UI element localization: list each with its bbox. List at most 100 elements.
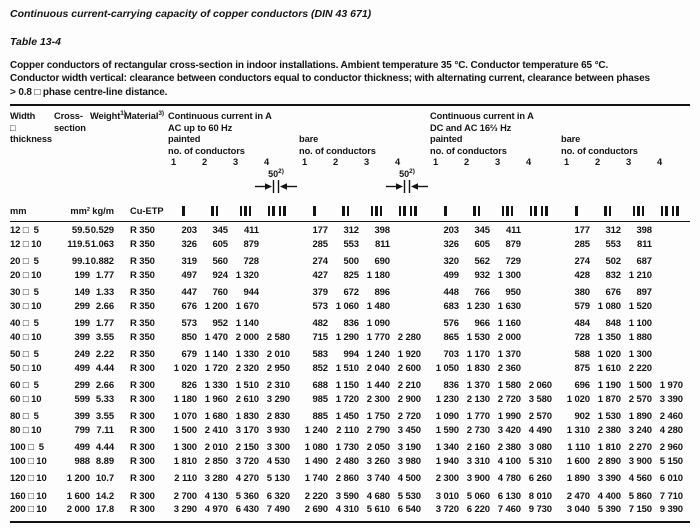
current-value-cell: 5 150 [659,455,683,467]
conductor-count-header: 4 [264,157,270,168]
table-row: 100 □ 10 988 8.89 R 300 1 810 2 850 3 720 4 530… [10,455,690,469]
current-value-cell: 1 340 [435,442,459,454]
weight-cell: 3.55 [95,331,114,343]
width-thickness-cell: 40 □ 5 [10,318,39,330]
current-value-cell: 502 [605,256,621,268]
conductor-count-icon-3 [623,205,654,217]
dimension-annotation-area: 502) 502) [10,168,690,195]
dc-painted-conductors-label: no. of conductors [430,145,507,156]
current-value-cell: 2 730 [466,424,490,436]
current-value-cell: 6 540 [397,504,421,516]
table-row: 100 □ 5 499 4.44 R 300 1 300 2 010 2 150 3 300 1… [10,441,690,455]
document-page: Continuous current-carrying capacity of … [10,8,690,524]
current-value-cell: 696 [574,380,590,392]
current-value-cell: 2 300 [435,473,459,485]
table-row: 20 □ 10 199 1.77 R 350 497 924 1 320 427 825 1 18… [10,269,690,283]
weight-cell: 1.063 [90,238,114,250]
current-value-cell: 1 750 [366,411,390,423]
current-value-cell: 2 380 [597,424,621,436]
weight-cell: 4.44 [95,442,114,454]
current-value-cell: 576 [443,318,459,330]
current-value-cell: 9 390 [659,504,683,516]
current-value-cell: 7 150 [628,504,652,516]
footnote-marker-3: 3) [158,110,164,118]
cross-section-cell: 1 200 [66,473,90,485]
current-value-cell: 203 [443,225,459,237]
current-value-cell: 6 220 [466,504,490,516]
current-value-cell: 1 150 [335,380,359,392]
current-value-cell: 1 720 [335,393,359,405]
material-cell: R 350 [130,331,155,343]
cross-section-cell: 988 [74,455,90,467]
footnote-marker-1: 1) [120,110,126,118]
width-thickness-cell: 12 □ 5 [10,225,39,237]
cross-section-cell: 499 [74,442,90,454]
current-value-cell: 398 [374,225,390,237]
description-line-1: Copper conductors of rectangular cross-s… [10,60,609,71]
current-value-cell: 4 970 [204,504,228,516]
current-value-cell: 1 770 [466,411,490,423]
current-value-cell: 1 450 [335,411,359,423]
current-value-cell [392,269,423,283]
current-value-cell: 1 310 [566,424,590,436]
current-value-cell: 1 070 [173,411,197,423]
current-value-cell [261,238,292,252]
current-value-cell: 2 270 [628,442,652,454]
current-value-cell: 312 [343,225,359,237]
current-value-cell: 1 520 [628,300,652,312]
conductor-count-header: 3 [233,157,239,168]
current-value-cell: 1 330 [204,380,228,392]
current-value-cell [261,255,292,269]
current-value-cell [392,224,423,238]
current-value-cell: 2 690 [304,504,328,516]
current-value-cell: 588 [574,349,590,361]
table-body: 12 □ 5 59.5 0.529 R 350 203 345 411 177 312 398 20… [10,224,690,517]
material-cell: R 300 [130,442,155,454]
conductor-count-icon-3 [230,205,261,217]
current-value-cell: 1 960 [204,393,228,405]
current-value-cell: 2 900 [397,393,421,405]
current-value-cell: 2 220 [628,362,652,374]
current-value-cell: 676 [181,300,197,312]
current-value-cell: 994 [343,349,359,361]
cross-section-cell: 249 [74,349,90,361]
current-value-cell: 4 490 [528,424,552,436]
current-value-cell: 1 300 [173,442,197,454]
current-value-cell: 1 730 [335,442,359,454]
current-value-cell: 4 310 [335,504,359,516]
table-description: Copper conductors of rectangular cross-s… [10,59,690,99]
width-thickness-cell: 60 □ 10 [10,393,42,405]
table-header: Width □ thickness Cross- section Weight1… [10,110,690,169]
material-cell: R 350 [130,225,155,237]
unit-weight: kg/m [92,205,114,216]
current-value-cell: 6 010 [659,473,683,485]
current-value-cell: 285 [312,238,328,250]
col-header-thickness: thickness [10,134,52,145]
current-value-cell: 825 [343,269,359,281]
current-value-cell: 1 370 [466,380,490,392]
current-value-cell: 1 110 [567,442,590,454]
current-value-cell: 715 [312,331,328,343]
current-value-cell [261,286,292,300]
current-value-cell: 966 [474,318,490,330]
current-value-cell: 672 [343,287,359,299]
current-value-cell: 1 510 [335,362,359,374]
current-value-cell: 1 580 [497,380,521,392]
current-value-cell: 2 210 [397,380,421,392]
current-value-cell: 811 [374,238,390,250]
current-value-cell: 1 020 [597,349,621,361]
current-value-cell: 1 050 [435,362,459,374]
current-value-cell: 1 740 [304,473,328,485]
cross-section-cell: 199 [74,269,90,281]
current-value-cell: 2 790 [366,424,390,436]
current-value-cell: 1 810 [173,455,197,467]
weight-cell: 1.33 [95,287,114,299]
current-value-cell: 1 600 [566,455,590,467]
current-value-cell: 5 310 [528,455,552,467]
current-value-cell: 3 280 [204,473,228,485]
current-value-cell: 2 460 [659,411,683,423]
current-value-cell: 5 530 [397,490,421,502]
current-value-cell: 2 470 [566,490,590,502]
cross-section-cell: 299 [74,300,90,312]
current-value-cell: 4 560 [628,473,652,485]
